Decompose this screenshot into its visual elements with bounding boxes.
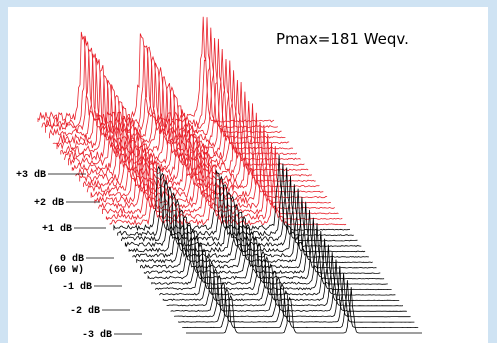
spectrum-trace-12 <box>79 91 316 183</box>
level-label: -3 dB <box>82 329 112 341</box>
spectrum-trace-32 <box>155 230 392 291</box>
pmax-annotation: Pmax=181 Weqv. <box>276 30 409 48</box>
spectrum-trace-4 <box>49 37 286 139</box>
level-label: 0 dB <box>60 253 84 265</box>
spectrum-trace-39 <box>182 280 419 329</box>
spectrum-trace-17 <box>98 124 335 210</box>
spectrum-trace-13 <box>83 100 320 189</box>
level-sublabel: (60 W) <box>48 264 84 276</box>
spectrum-trace-38 <box>178 273 415 323</box>
spectrum-trace-30 <box>147 217 385 280</box>
spectrum-trace-14 <box>86 103 324 194</box>
spectrum-trace-6 <box>56 48 294 150</box>
spectrum-trace-9 <box>68 70 305 167</box>
spectrum-trace-8 <box>64 60 301 161</box>
spectrum-trace-31 <box>151 223 388 286</box>
spectrum-trace-11 <box>75 81 313 178</box>
level-label: +1 dB <box>42 223 72 235</box>
spectrum-trace-40 <box>186 287 422 334</box>
spectrum-trace-2 <box>41 17 278 129</box>
waterfall-chart: Pmax=181 Weqv. +3 dB +2 dB +1 dB 0 dB(60 W)… <box>16 16 422 341</box>
spectrum-trace-10 <box>71 79 309 172</box>
level-label: +2 dB <box>34 197 64 209</box>
spectrum-trace-37 <box>174 265 411 318</box>
spectrum-trace-7 <box>60 58 298 156</box>
spectrum-trace-34 <box>162 244 400 302</box>
level-label-group: +3 dB +2 dB +1 dB 0 dB(60 W) -1 dB -2 dB -3 dB <box>16 169 112 341</box>
spectrum-trace-29 <box>143 209 381 275</box>
plot-area: Pmax=181 Weqv. +3 dB +2 dB +1 dB 0 dB (60 W)… <box>8 7 488 343</box>
level-label: -1 dB <box>62 281 92 293</box>
trace-group <box>37 16 422 334</box>
level-label: -2 dB <box>70 305 100 317</box>
level-tick-group <box>48 173 142 335</box>
level-label: +3 dB <box>16 169 46 181</box>
spectrum-trace-35 <box>166 252 404 307</box>
